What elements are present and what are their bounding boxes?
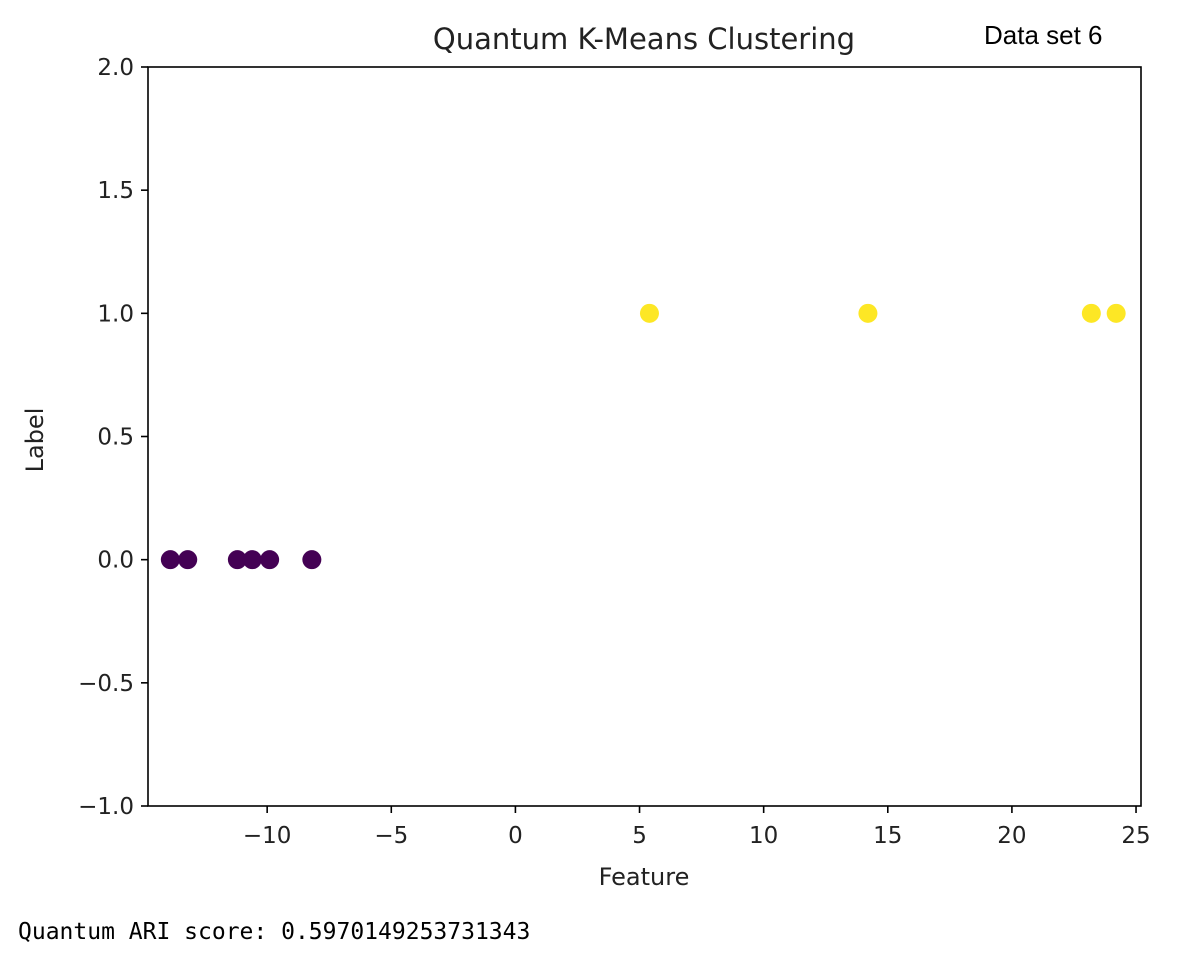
data-point: [1081, 303, 1101, 323]
x-tick-label: 5: [632, 823, 647, 849]
data-point: [1106, 303, 1126, 323]
x-tick-label: 25: [1121, 823, 1150, 849]
chart-title: Quantum K-Means Clustering: [433, 22, 855, 56]
y-tick-label: 0.0: [97, 548, 134, 574]
x-axis-label: Feature: [599, 863, 690, 891]
data-point: [160, 550, 180, 570]
y-tick-label: 1.5: [97, 178, 134, 204]
x-tick-label: 10: [749, 823, 778, 849]
data-point: [858, 303, 878, 323]
data-point: [260, 550, 280, 570]
y-tick-label: 2.0: [97, 55, 134, 81]
plot-area: [147, 66, 1142, 807]
data-point: [178, 550, 198, 570]
y-tick-label: −1.0: [78, 794, 134, 820]
dataset-badge: Data set 6: [984, 20, 1103, 50]
data-points: [160, 303, 1126, 570]
x-tick-label: 20: [997, 823, 1026, 849]
y-axis-label: Label: [21, 408, 49, 473]
y-tick-label: 1.0: [97, 301, 134, 327]
x-axis: −10 −5 0 5 10 15 20 25: [243, 806, 1151, 849]
data-point: [639, 303, 659, 323]
ari-score-output: Quantum ARI score: 0.5970149253731343: [18, 919, 531, 945]
data-point: [227, 550, 247, 570]
data-point: [242, 550, 262, 570]
data-point: [302, 550, 322, 570]
y-tick-label: 0.5: [97, 425, 134, 451]
y-tick-label: −0.5: [78, 671, 134, 697]
y-axis: −1.0 −0.5 0.0 0.5 1.0 1.5 2.0: [78, 55, 148, 820]
x-tick-label: 15: [873, 823, 902, 849]
x-tick-label: −10: [243, 823, 292, 849]
x-tick-label: 0: [508, 823, 523, 849]
x-tick-label: −5: [374, 823, 408, 849]
